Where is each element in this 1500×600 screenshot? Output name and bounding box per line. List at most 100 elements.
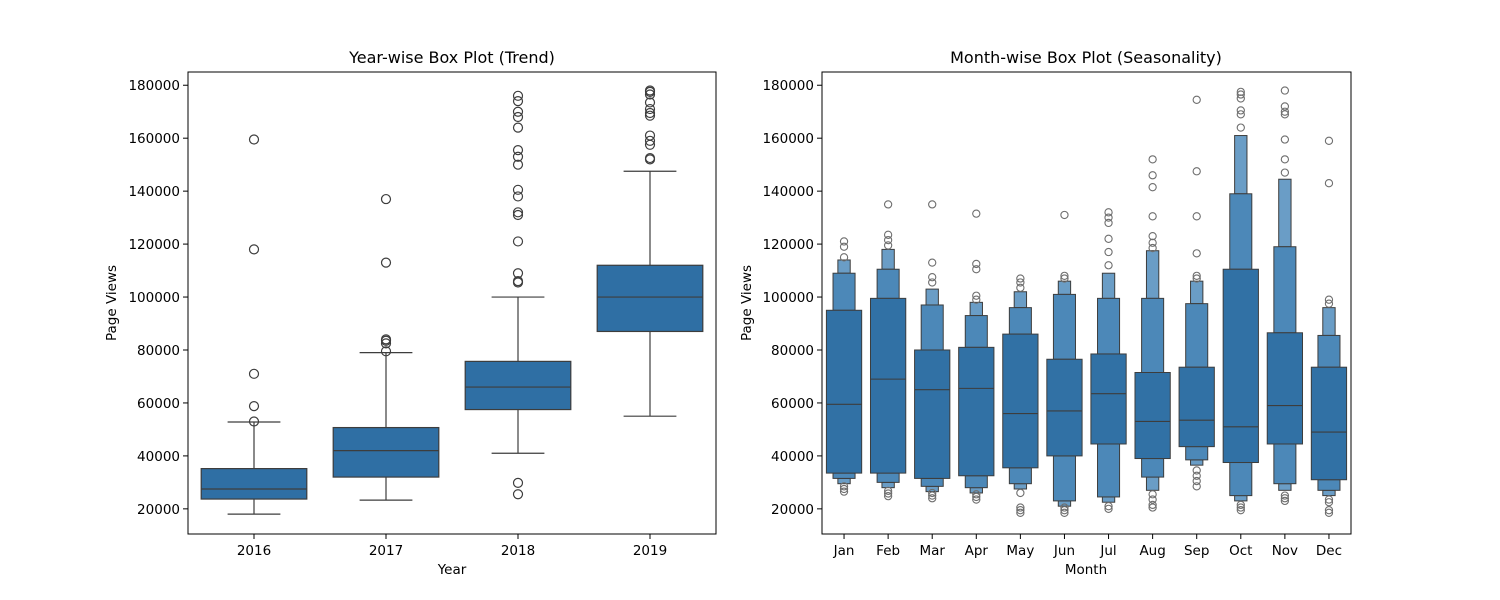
outlier-point (512, 184, 524, 195)
y-axis-label: Page Views (739, 265, 755, 341)
outlier-point (1060, 274, 1069, 283)
x-tick-label: Sep (1184, 543, 1209, 559)
outlier-point (1104, 247, 1113, 257)
outlier-point (1060, 508, 1069, 517)
box-2016 (200, 134, 308, 515)
outlier-point (928, 200, 937, 209)
outlier-point (1016, 503, 1025, 512)
outlier-point (1060, 503, 1069, 512)
boxen-level-lower (1013, 483, 1028, 490)
outlier-point (1104, 213, 1113, 222)
x-tick-label: 2017 (369, 543, 403, 559)
outlier-point (839, 482, 849, 491)
boxen-Jul (1090, 208, 1127, 513)
boxen-level-lower (1317, 479, 1341, 491)
outlier-point (972, 295, 981, 304)
outlier-point (380, 193, 392, 205)
x-axis-label: Year (437, 562, 467, 578)
boxen-level-upper (876, 268, 900, 299)
outlier-point (644, 103, 656, 115)
outlier-point (972, 209, 981, 218)
boxen-level (1178, 366, 1215, 448)
outlier-point (1104, 504, 1113, 513)
boxen-level-upper (832, 272, 856, 311)
y-tick-label: 40000 (771, 449, 814, 465)
outlier-point (883, 200, 893, 209)
outlier-point (1016, 283, 1025, 292)
y-tick-label: 80000 (771, 343, 814, 359)
outlier-point (1192, 471, 1201, 480)
outlier-point (1016, 488, 1025, 498)
outlier-point (644, 130, 656, 141)
outlier-point (928, 491, 937, 500)
outlier-point (928, 258, 937, 267)
outlier-point (883, 491, 893, 501)
boxen-level-upper (1273, 246, 1297, 334)
y-tick-label: 140000 (128, 184, 180, 200)
x-tick-label: Dec (1316, 543, 1342, 559)
outlier-point (644, 107, 656, 119)
boxen-level-lower (1273, 443, 1297, 485)
boxen-level-upper (925, 288, 939, 306)
boxen-level-lower (1190, 459, 1204, 466)
y-tick-label: 160000 (762, 131, 814, 147)
boxen-level (1222, 268, 1259, 464)
outlier-point (512, 106, 524, 117)
boxen-May (1002, 274, 1039, 517)
boxen-level-lower (920, 477, 944, 487)
outlier-point (512, 145, 524, 156)
x-tick-label: Jan (833, 543, 855, 559)
outlier-point (248, 416, 260, 427)
outlier-point (1236, 503, 1245, 512)
outlier-point (1324, 506, 1334, 515)
outlier-point (1148, 155, 1157, 164)
boxen-level-upper (1145, 250, 1160, 299)
outlier-point (1324, 179, 1334, 188)
outlier-point (1148, 243, 1157, 253)
outlier-point (1148, 183, 1157, 192)
outlier-point (839, 237, 849, 246)
outlier-point (1148, 238, 1157, 247)
boxen-level-upper (964, 315, 988, 348)
outlier-point (1280, 155, 1290, 164)
outlier-point (1324, 498, 1334, 507)
box-body (200, 468, 308, 500)
boxen-Apr (958, 209, 995, 504)
boxen-level-upper (1057, 280, 1072, 295)
boxen-level-upper (1278, 178, 1292, 248)
boxen-level-lower (1278, 483, 1292, 491)
outlier-point (972, 265, 981, 274)
boxen-level (825, 309, 863, 474)
boxen-Aug (1134, 155, 1171, 512)
outlier-point (512, 191, 524, 202)
outlier-point (1324, 295, 1334, 304)
outlier-point (972, 490, 981, 499)
outlier-point (883, 241, 893, 250)
outlier-point (1236, 94, 1245, 103)
outlier-point (248, 134, 260, 145)
boxen-Dec (1310, 136, 1348, 517)
outlier-point (883, 230, 893, 239)
boxen-level (869, 297, 907, 474)
outlier-point (1280, 102, 1290, 111)
outlier-point (1280, 110, 1290, 119)
y-axis-label: Page Views (104, 265, 120, 341)
plot-area: 20000 40000 60000 80000 100000 120000 140000 16… (128, 71, 717, 559)
outlier-point (1148, 500, 1157, 510)
outlier-point (1192, 476, 1201, 486)
outlier-point (1280, 107, 1290, 116)
x-tick-label: Jul (1099, 543, 1116, 559)
outlier-point (1016, 274, 1025, 283)
y-tick-label: 120000 (762, 237, 814, 253)
outlier-point (972, 259, 981, 269)
outlier-point (1280, 86, 1290, 95)
boxen-level-lower (1185, 446, 1209, 461)
outlier-point (1324, 495, 1334, 504)
outlier-point (1192, 95, 1201, 104)
outlier-point (644, 135, 656, 146)
boxen-Mar (914, 200, 951, 503)
outlier-point (1104, 261, 1113, 270)
outlier-point (644, 89, 656, 100)
outlier-point (1148, 212, 1157, 221)
